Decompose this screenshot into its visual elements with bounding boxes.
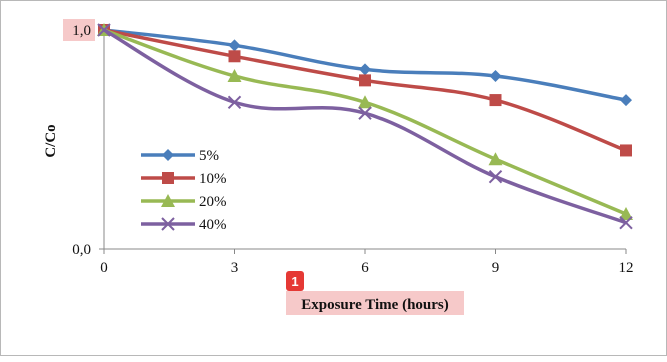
- legend-marker: [162, 172, 174, 184]
- legend-label: 20%: [199, 194, 227, 210]
- legend-marker: [162, 149, 174, 161]
- y-axis-title: C/Co: [43, 124, 59, 157]
- legend-item: 40%: [141, 217, 227, 233]
- data-point: [228, 50, 241, 63]
- legend: 5% 10% 20% 40%: [141, 148, 227, 233]
- data-point: [619, 216, 633, 230]
- x-axis-title: Exposure Time (hours): [301, 297, 449, 313]
- data-point: [620, 144, 632, 157]
- data-point: [227, 68, 242, 82]
- legend-label: 5%: [199, 148, 219, 164]
- annotation-badge-label: 1: [291, 274, 298, 289]
- series-line: [103, 28, 627, 216]
- x-tick-label: 3: [231, 260, 239, 276]
- annotation-badge[interactable]: [286, 271, 304, 291]
- data-point: [358, 95, 372, 109]
- series-5pct: [98, 24, 632, 107]
- axes: [99, 26, 626, 250]
- legend-item: 5%: [141, 148, 219, 164]
- data-point: [97, 23, 111, 37]
- series-10pct: [98, 24, 632, 157]
- x-tick-label: 9: [492, 260, 500, 276]
- series-line: [103, 28, 627, 153]
- legend-label: 10%: [199, 171, 227, 187]
- y-tick-label: 1,0: [72, 23, 91, 39]
- data-point: [620, 94, 632, 107]
- data-point: [489, 69, 502, 82]
- y-tick-highlight: [63, 19, 95, 41]
- legend-marker: [161, 217, 175, 231]
- series-40pct: [97, 23, 633, 230]
- y-tick-label: 0,0: [72, 242, 91, 258]
- data-point: [227, 95, 242, 109]
- data-point: [488, 152, 503, 166]
- data-point: [359, 74, 371, 87]
- x-tick-label: 6: [361, 260, 369, 276]
- data-point: [489, 94, 502, 107]
- legend-label: 40%: [199, 217, 227, 233]
- x-axis-title-highlight: [286, 291, 464, 315]
- x-tick-labels: 0 3 6 9 12: [100, 249, 634, 276]
- data-point: [619, 206, 633, 220]
- data-point: [359, 63, 371, 76]
- data-point: [358, 106, 372, 120]
- series-layer: [97, 23, 633, 230]
- data-point: [488, 170, 503, 184]
- legend-item: 10%: [141, 171, 227, 187]
- data-point: [228, 39, 241, 52]
- x-tick-label: 0: [100, 260, 108, 276]
- x-tick-label: 12: [619, 260, 634, 276]
- legend-marker: [161, 194, 175, 207]
- legend-item: 20%: [141, 194, 227, 210]
